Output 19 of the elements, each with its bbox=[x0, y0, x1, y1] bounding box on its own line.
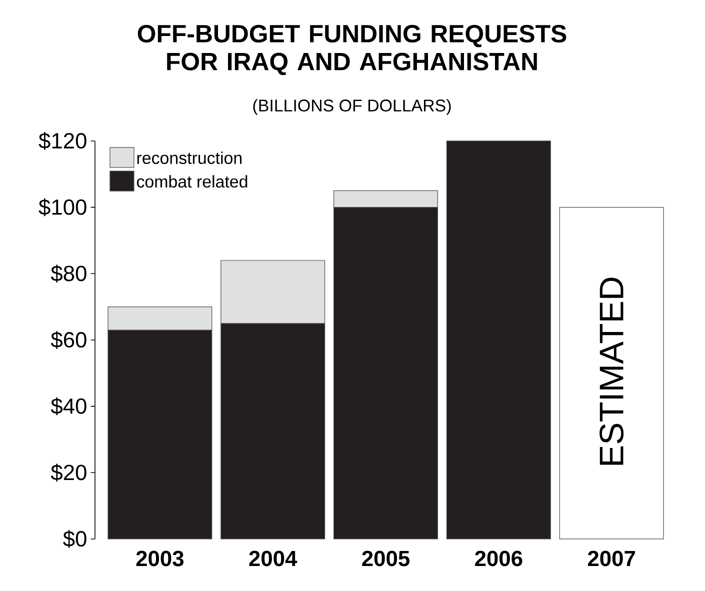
x-tick-label: 2007 bbox=[588, 550, 635, 566]
y-tick-label: $120 bbox=[38, 132, 86, 150]
x-tick-label: 2006 bbox=[475, 550, 522, 566]
chart-subtitle: (BILLIONS OF DOLLARS) bbox=[253, 99, 451, 115]
y-tick-label: $60 bbox=[50, 331, 86, 349]
x-tick-label: 2003 bbox=[136, 550, 184, 566]
chart-title: OFF-BUDGET FUNDING REQUESTS FOR IRAQ AND AFGHANISTAN bbox=[138, 24, 566, 76]
y-tick-label: $100 bbox=[38, 198, 86, 216]
bar bbox=[446, 140, 551, 540]
y-tick-label: $20 bbox=[50, 464, 86, 482]
legend-label: combat related bbox=[136, 175, 248, 188]
y-tick-label: $0 bbox=[63, 530, 86, 548]
x-tick-label: 2004 bbox=[249, 550, 298, 566]
legend-label: reconstruction bbox=[137, 152, 242, 164]
bar bbox=[559, 207, 664, 540]
annotation: ESTIMATED bbox=[600, 278, 624, 465]
y-tick-label: $40 bbox=[50, 397, 86, 416]
x-tick-label: 2005 bbox=[362, 550, 410, 566]
y-tick-label: $80 bbox=[50, 264, 86, 283]
